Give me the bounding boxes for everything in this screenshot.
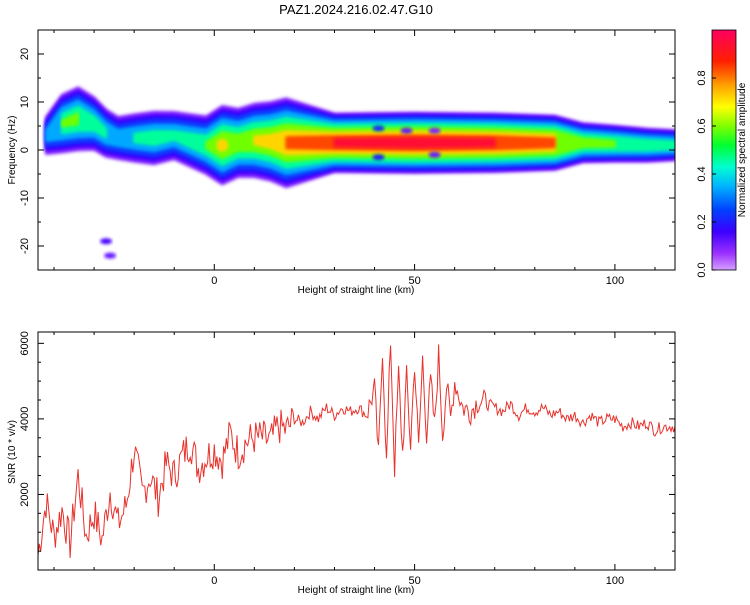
colorbar-tick-label: 0.4 (696, 166, 708, 181)
snr-x-ticks: 0 50 100 (53, 332, 656, 587)
colorbar-tick-label: 0.6 (696, 118, 708, 133)
heatmap-x-axis-label: Height of straight line (km) (298, 285, 415, 296)
x-tick-label: 50 (408, 275, 420, 287)
y-tick-label: 4000 (19, 407, 31, 431)
heatmap-band (333, 137, 496, 149)
heatmap-image (45, 86, 675, 259)
y-tick-label: -10 (19, 190, 31, 206)
heatmap-blob (372, 154, 385, 161)
heatmap-blob (100, 238, 113, 245)
colorbar-gradient (711, 29, 737, 271)
snr-frame (37, 331, 676, 571)
heatmap-y-ticks: -20 -10 0 10 20 (19, 29, 675, 271)
heatmap-x-ticks: 0 50 100 (53, 30, 656, 287)
heatmap-band (61, 112, 80, 128)
colorbar-tick-label: 0.8 (696, 70, 708, 85)
snr-series-line (38, 344, 675, 558)
y-tick-label: 10 (19, 96, 31, 108)
colorbar-tick-label: 0.2 (696, 214, 708, 229)
x-tick-label: 100 (606, 275, 624, 287)
x-tick-label: 100 (606, 575, 624, 587)
heatmap-blob (428, 151, 441, 158)
heatmap-band (61, 105, 108, 139)
heatmap-band (216, 138, 229, 152)
x-tick-label: 50 (408, 575, 420, 587)
heatmap-blob (104, 252, 117, 259)
y-tick-label: 6000 (19, 331, 31, 355)
colorbar-tick-label: 0.0 (696, 262, 708, 277)
heatmap-y-axis-label: Frequency (Hz) (7, 116, 18, 185)
colorbar-label: Normalized spectral amplitude (737, 82, 748, 217)
heatmap-blob (400, 127, 413, 134)
heatmap-blob (372, 125, 385, 132)
heatmap-panel: 0 50 100 -20 -10 0 10 20 Height of straight li… (7, 29, 676, 296)
x-tick-label: 0 (211, 575, 217, 587)
y-tick-label: 2000 (19, 482, 31, 506)
y-tick-label: 0 (19, 147, 31, 153)
heatmap-blob (428, 127, 441, 134)
snr-y-ticks: 2000 4000 6000 (19, 331, 675, 571)
colorbar-ticks: 0.0 0.2 0.4 0.6 0.8 (696, 70, 716, 278)
snr-x-axis-label: Height of straight line (km) (298, 585, 415, 596)
colorbar: 0.0 0.2 0.4 0.6 0.8 Normalized spectral ampl… (696, 29, 748, 278)
y-tick-label: -20 (19, 238, 31, 254)
chart-title: PAZ1.2024.216.02.47.G10 (279, 2, 433, 17)
y-tick-label: 20 (19, 48, 31, 60)
snr-panel: 0 50 100 2000 4000 6000 Height of straight l… (7, 331, 676, 596)
snr-y-axis-label: SNR (10 * v/v) (7, 420, 18, 484)
snr-plot-area (38, 332, 675, 570)
x-tick-label: 0 (211, 275, 217, 287)
